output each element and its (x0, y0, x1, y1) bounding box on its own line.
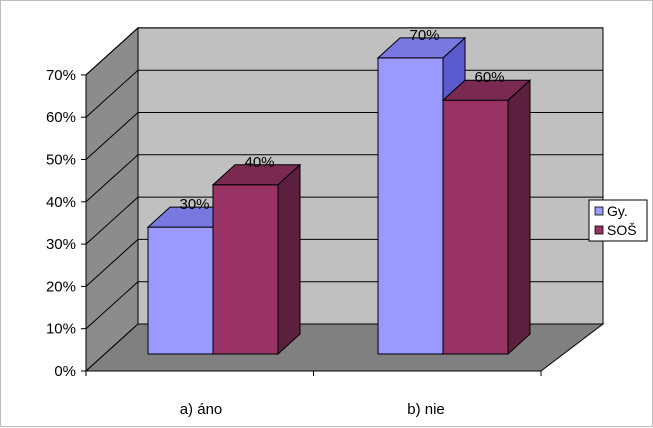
y-tick-label: 50% (46, 152, 76, 169)
y-tick-label: 60% (46, 109, 76, 126)
bar-front (442, 99, 509, 355)
data-label: 60% (474, 69, 504, 86)
y-tick-label: 0% (54, 363, 76, 380)
y-tick-labels: 0% 10% 20% 30% 40% 50% 60% 70% (46, 67, 76, 380)
category-labels: a) áno b) nie (180, 401, 445, 418)
bar-side (507, 79, 531, 356)
legend: Gy. SOŠ (588, 199, 648, 242)
y-tick-label: 70% (46, 67, 76, 84)
data-label: 40% (244, 154, 274, 171)
legend-swatch-sos (594, 225, 604, 235)
data-label: 70% (409, 27, 439, 44)
y-tick-label: 30% (46, 236, 76, 253)
bar-top (211, 164, 302, 186)
bar-top (376, 37, 467, 59)
side-wall (85, 26, 139, 373)
bar-top (441, 79, 532, 101)
y-tick-label: 10% (46, 321, 76, 338)
bar-front (147, 226, 214, 355)
legend-label-gy: Gy. (607, 203, 628, 219)
y-tick-label: 20% (46, 278, 76, 295)
category-label: a) áno (180, 401, 223, 418)
y-tick-label: 40% (46, 194, 76, 211)
bars (146, 36, 532, 356)
bar-front (212, 184, 279, 355)
data-label: 30% (179, 196, 209, 213)
category-label: b) nie (407, 401, 445, 418)
bar-front (377, 57, 444, 355)
bar-side (277, 163, 301, 356)
data-labels: 30% 40% 70% 60% (179, 27, 504, 213)
legend-label-sos: SOŠ (607, 222, 637, 238)
legend-swatch-gy (594, 206, 604, 216)
y-axis (81, 74, 542, 376)
gridline (85, 27, 603, 76)
